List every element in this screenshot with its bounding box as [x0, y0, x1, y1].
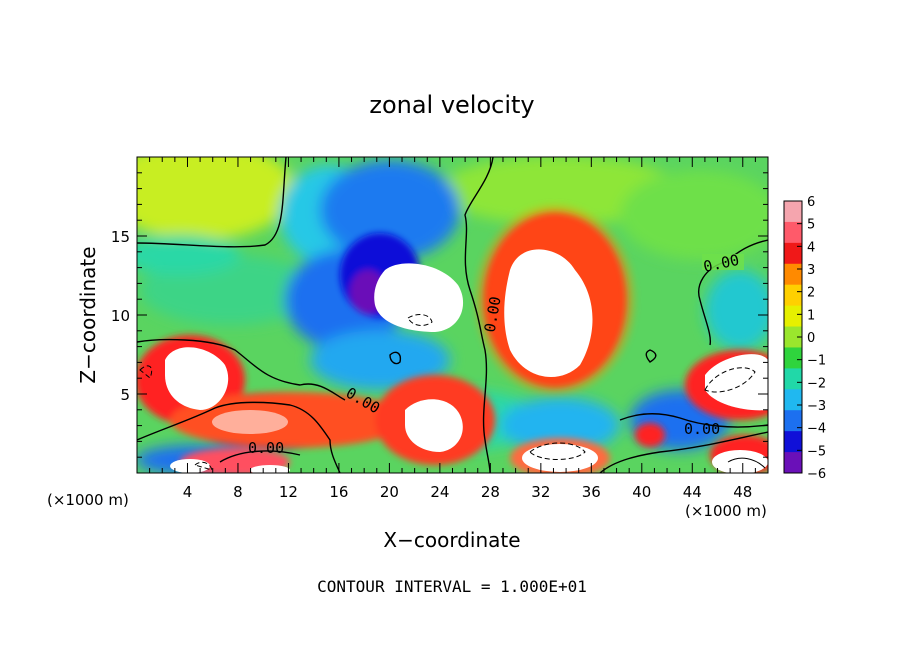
x-axis-label: X−coordinate — [383, 528, 520, 552]
contour-label: 0.00 — [684, 420, 720, 438]
contour-label: 0.00 — [481, 295, 505, 334]
white-core-upper — [374, 263, 464, 332]
x-axis: 4 8 12 16 20 24 28 32 36 40 44 48 — [149, 157, 756, 501]
x-tick-label: 40 — [632, 483, 651, 501]
colorbar-swatch — [784, 431, 802, 453]
colorbar-tick-label: 3 — [807, 263, 815, 278]
colorbar-swatch — [784, 368, 802, 390]
white-core-center — [504, 249, 593, 377]
colorbar-swatch — [784, 305, 802, 328]
colorbar-swatch — [784, 242, 802, 265]
colorbar-swatch — [784, 221, 802, 244]
x-tick-label: 20 — [380, 483, 399, 501]
y-tick-label: 15 — [111, 228, 130, 246]
colorbar-swatch — [784, 347, 802, 369]
x-tick-label: 4 — [183, 483, 193, 501]
colorbar-tick-label: −3 — [807, 399, 826, 414]
heatmap-field — [137, 157, 768, 473]
x-tick-label: 44 — [683, 483, 702, 501]
white-core-bottom — [405, 399, 463, 452]
colorbar: 6 5 4 3 2 1 0 −1 −2 −3 −4 −5 −6 — [783, 195, 826, 482]
x-tick-label: 12 — [279, 483, 298, 501]
colorbar-swatch — [784, 389, 802, 411]
y-tick-label: 10 — [111, 307, 130, 325]
colorbar-tick-label: −5 — [807, 444, 826, 459]
colorbar-swatch — [784, 452, 802, 474]
colorbar-tick-label: 5 — [807, 218, 815, 233]
x-tick-label: 36 — [582, 483, 601, 501]
colorbar-tick-label: 1 — [807, 308, 815, 323]
colorbar-tick-label: 4 — [807, 240, 815, 255]
y-axis-label: Z−coordinate — [76, 246, 100, 383]
chart-title: zonal velocity — [369, 91, 534, 119]
colorbar-swatch — [784, 263, 802, 286]
x-tick-label: 24 — [430, 483, 449, 501]
colorbar-tick-label: 6 — [807, 195, 815, 210]
white-core-right — [705, 354, 768, 411]
x-tick-label: 16 — [329, 483, 348, 501]
colorbar-tick-label: 0 — [807, 331, 815, 346]
zero-contours — [137, 157, 768, 473]
y-axis: 5 10 15 — [111, 172, 768, 458]
x-tick-label: 28 — [481, 483, 500, 501]
x-tick-label: 48 — [733, 483, 752, 501]
colorbar-swatch — [784, 326, 802, 348]
colorbar-tick-label: −2 — [807, 376, 826, 391]
contour-label: 0.00 — [248, 439, 284, 457]
x-tick-label: 32 — [531, 483, 550, 501]
contour-interval-note: CONTOUR INTERVAL = 1.000E+01 — [317, 577, 587, 596]
colorbar-tick-label: 2 — [807, 286, 815, 301]
colorbar-swatch — [784, 284, 802, 307]
colorbar-swatch — [784, 410, 802, 432]
y-unit-label: (×1000 m) — [685, 502, 767, 520]
white-core-left — [165, 347, 229, 410]
colorbar-tick-label: −6 — [807, 467, 826, 482]
colorbar-swatch — [784, 201, 802, 223]
x-unit-label: (×1000 m) — [47, 491, 129, 509]
colorbar-tick-label: −1 — [807, 354, 826, 369]
colorbar-tick-label: −4 — [807, 422, 826, 437]
y-tick-label: 5 — [120, 386, 130, 404]
x-tick-label: 8 — [233, 483, 243, 501]
